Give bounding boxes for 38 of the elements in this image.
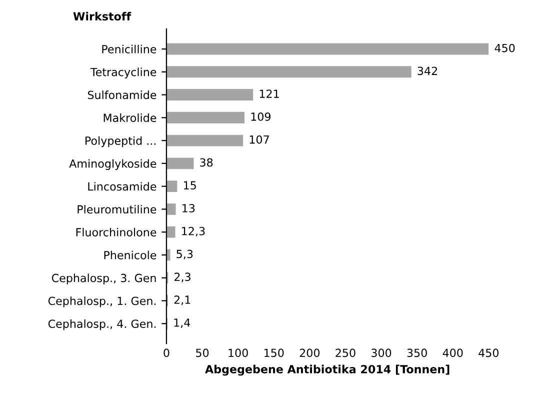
data-label: 15 bbox=[184, 181, 196, 190]
data-label: 2,3 bbox=[174, 272, 190, 282]
data-label: 342 bbox=[418, 66, 437, 76]
x-tick-label: 400 bbox=[442, 348, 463, 358]
x-tick-label: 50 bbox=[196, 348, 209, 358]
data-label: 13 bbox=[182, 204, 195, 212]
data-label: 109 bbox=[251, 112, 270, 121]
data-label: 5,3 bbox=[176, 250, 193, 260]
data-label: 38 bbox=[200, 158, 213, 167]
data-label: 12,3 bbox=[182, 226, 205, 236]
x-tick-label: 300 bbox=[372, 348, 392, 358]
x-axis-title: Abgegebene Antibiotika 2014 [Tonnen] bbox=[205, 364, 450, 376]
y-tick-label: Cephalosp., 3. Gen bbox=[52, 274, 156, 284]
y-tick-label: Makrolide bbox=[104, 113, 156, 122]
data-label: 1,4 bbox=[174, 318, 190, 328]
x-tick-label: 350 bbox=[407, 348, 427, 358]
x-tick-label: 450 bbox=[478, 348, 499, 358]
y-tick-label: Lincosamide bbox=[88, 182, 156, 191]
data-label: 2,1 bbox=[174, 296, 190, 306]
y-tick-label: Sulfonamide bbox=[88, 90, 156, 100]
y-tick-label: Cephalosp., 4. Gen. bbox=[48, 319, 156, 330]
y-tick-label: Polypeptid ... bbox=[86, 136, 156, 148]
x-tick-label: 150 bbox=[264, 348, 284, 358]
x-tick-label: 200 bbox=[300, 348, 320, 358]
y-tick-label: Penicilline bbox=[102, 44, 156, 54]
data-label: 450 bbox=[494, 44, 515, 52]
y-tick-label: Tetracycline bbox=[90, 68, 156, 78]
x-tick-label: 0 bbox=[164, 348, 170, 358]
y-tick-label: Pleuromutiline bbox=[78, 204, 156, 214]
data-label: 121 bbox=[260, 90, 279, 98]
y-tick-label: Cephalosp., 1. Gen. bbox=[48, 296, 156, 308]
x-tick-label: 250 bbox=[336, 348, 356, 358]
x-tick-label: 100 bbox=[228, 348, 248, 358]
y-axis-title: Wirkstoff bbox=[73, 12, 132, 21]
y-tick-label: Fluorchinolone bbox=[76, 228, 156, 236]
y-tick-label: Phenicole bbox=[104, 250, 156, 260]
y-tick-label: Aminoglykoside bbox=[69, 159, 156, 170]
data-label: 107 bbox=[250, 135, 269, 144]
